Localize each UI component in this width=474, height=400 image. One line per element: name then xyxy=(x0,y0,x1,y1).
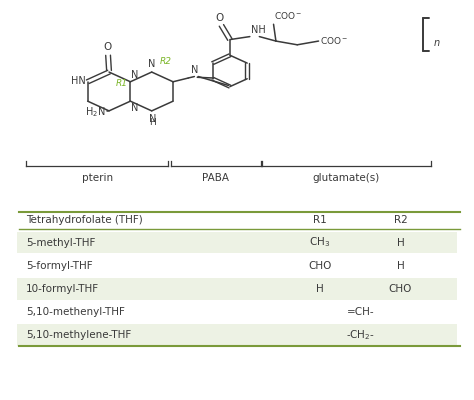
Text: CH$_3$: CH$_3$ xyxy=(310,236,330,250)
Text: COO$^-$: COO$^-$ xyxy=(320,35,349,46)
Text: n: n xyxy=(433,38,439,48)
Text: H$_2$N: H$_2$N xyxy=(85,105,105,118)
Text: N: N xyxy=(148,60,155,70)
Text: N: N xyxy=(131,70,139,80)
Text: N: N xyxy=(191,65,198,75)
Text: 5,10-methenyl-THF: 5,10-methenyl-THF xyxy=(26,307,125,317)
Text: 5-formyl-THF: 5-formyl-THF xyxy=(26,261,93,270)
Text: N: N xyxy=(131,103,139,113)
Text: O: O xyxy=(216,13,224,23)
Text: R1: R1 xyxy=(313,215,327,225)
Text: 10-formyl-THF: 10-formyl-THF xyxy=(26,284,99,294)
Bar xyxy=(17,278,457,300)
Text: -CH$_2$-: -CH$_2$- xyxy=(346,328,375,342)
Text: glutamate(s): glutamate(s) xyxy=(313,173,380,183)
Text: H: H xyxy=(397,261,404,270)
Text: H: H xyxy=(316,284,324,294)
Text: R2: R2 xyxy=(393,215,408,225)
Text: PABA: PABA xyxy=(202,173,229,183)
Text: H: H xyxy=(149,118,156,127)
Text: CHO: CHO xyxy=(308,261,332,270)
Text: N: N xyxy=(149,114,156,124)
Bar xyxy=(17,255,457,276)
Text: 5,10-methylene-THF: 5,10-methylene-THF xyxy=(26,330,131,340)
Text: O: O xyxy=(103,42,111,52)
Text: CHO: CHO xyxy=(389,284,412,294)
Text: =CH-: =CH- xyxy=(346,307,374,317)
Text: HN: HN xyxy=(71,76,85,86)
Text: 5-methyl-THF: 5-methyl-THF xyxy=(26,238,95,248)
Bar xyxy=(17,324,457,346)
Text: R2: R2 xyxy=(160,58,172,66)
Text: Tetrahydrofolate (THF): Tetrahydrofolate (THF) xyxy=(26,215,143,225)
Text: pterin: pterin xyxy=(82,173,113,183)
Text: H: H xyxy=(397,238,404,248)
Text: NH: NH xyxy=(251,25,265,35)
Text: R1: R1 xyxy=(116,79,128,88)
Text: COO$^-$: COO$^-$ xyxy=(274,10,303,21)
Bar xyxy=(17,301,457,322)
Bar xyxy=(17,232,457,254)
